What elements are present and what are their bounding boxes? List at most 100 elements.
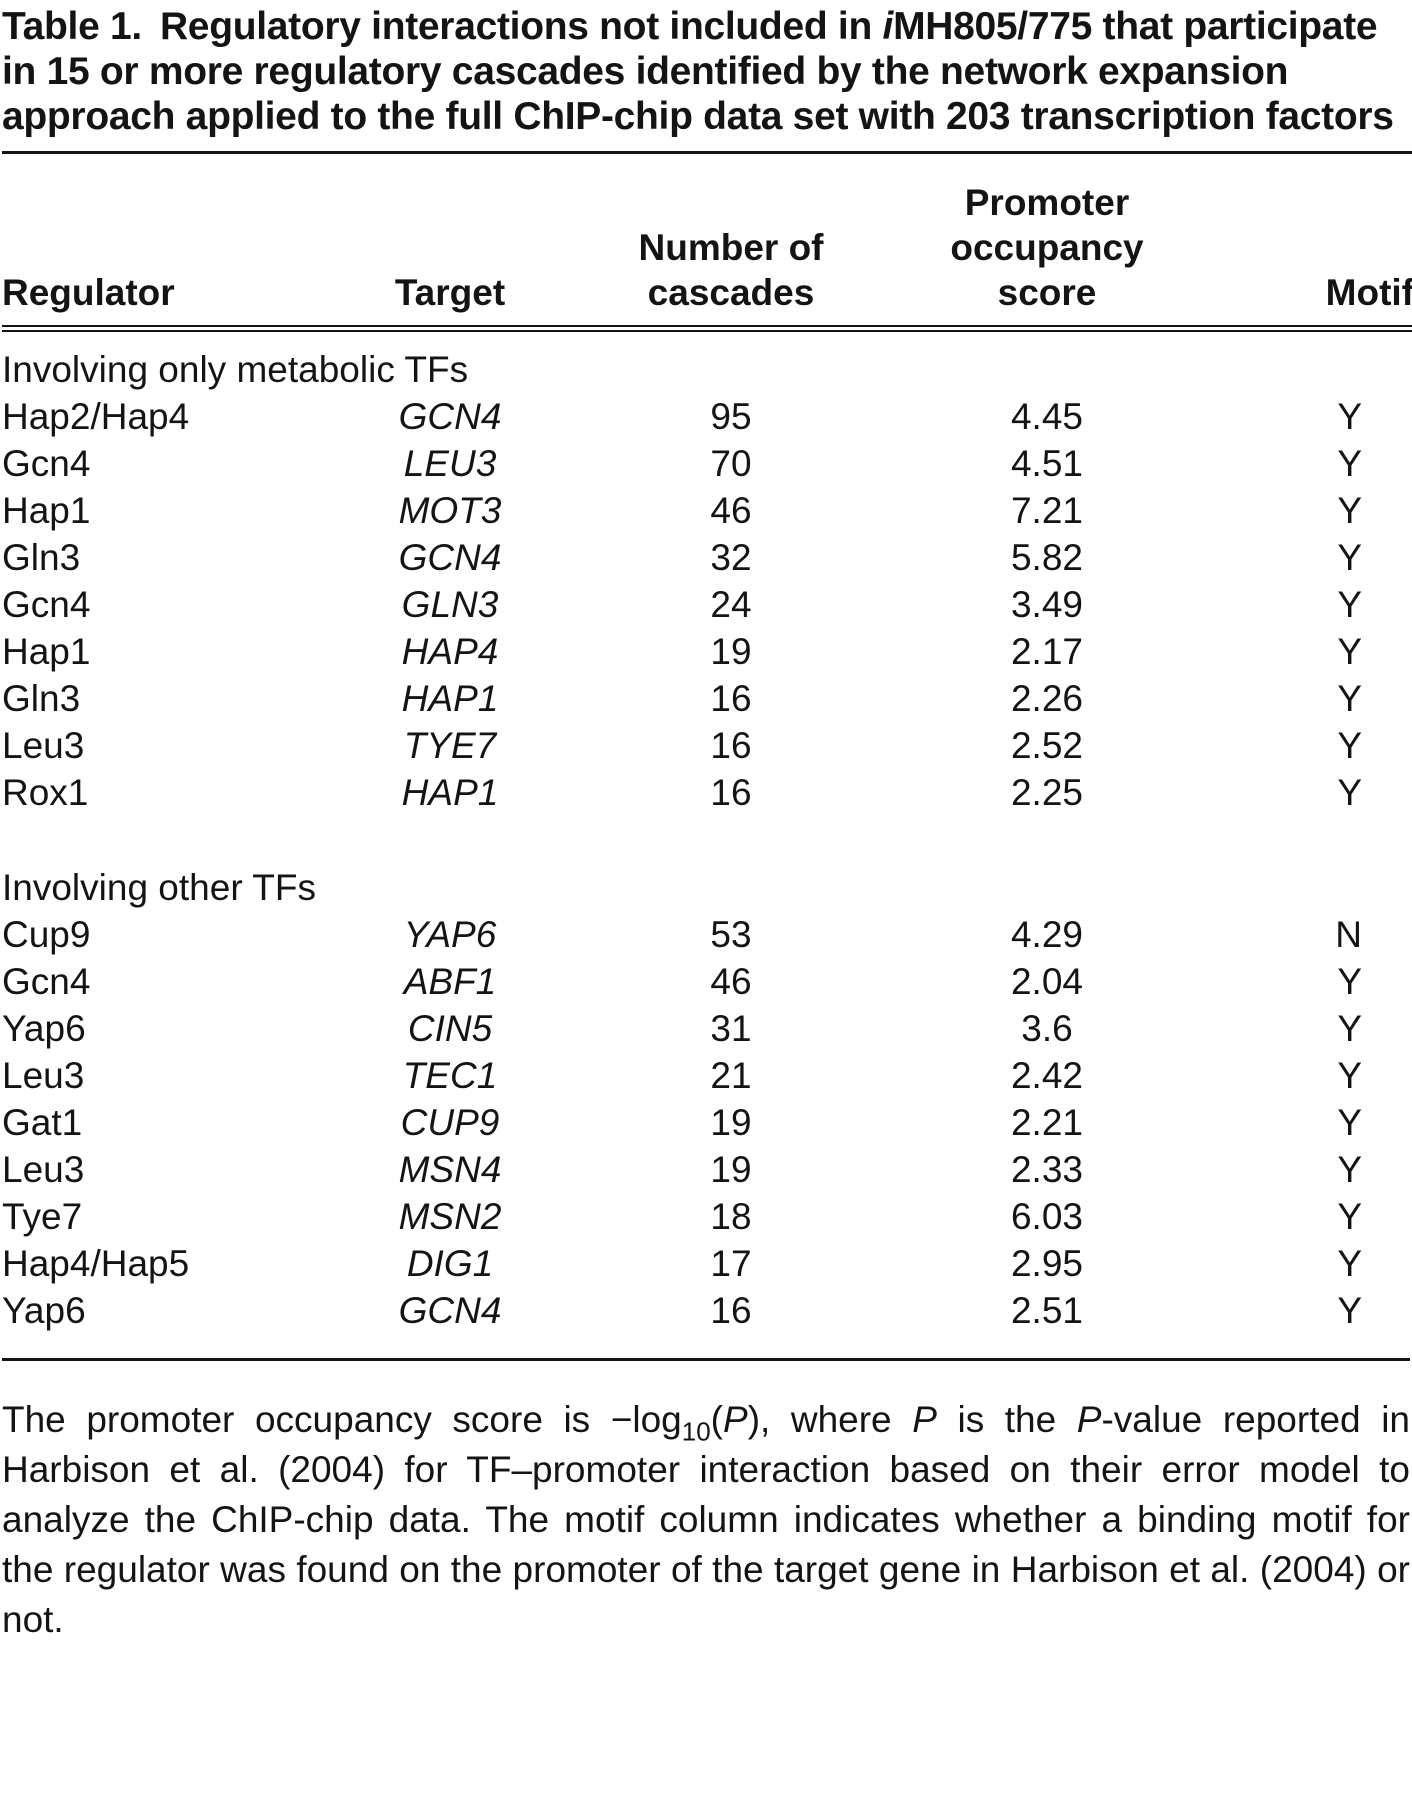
cell-score: 2.25 [1010,772,1083,813]
cell-regulator: Hap4/Hap5 [2,1243,190,1284]
table-body: Involving only metabolic TFs Hap2/Hap4 GCN… [2,329,1412,1335]
cell-regulator: Gcn4 [2,443,91,484]
cell-motif: Y [1337,1102,1362,1143]
section-header-row: Involving only metabolic TFs [2,329,1412,394]
cell-motif: Y [1337,678,1362,719]
cell-cascades: 46 [710,490,752,531]
table-row: Hap4/Hap5 DIG1 17 2.95 Y [2,1240,1412,1287]
column-header-target: Target [300,151,600,332]
data-table: Regulator Target Number of cascades Prom… [2,151,1412,1334]
title-text-before-italic: Regulatory interactions not included in [159,5,883,48]
table-row: Gcn4 ABF1 46 2.04 Y [2,958,1412,1005]
cell-cascades: 16 [710,725,752,766]
footnote-segment: is the [936,1399,1077,1440]
cell-cascades: 46 [710,961,752,1002]
cell-regulator: Hap1 [2,490,91,531]
table-row: Yap6 GCN4 16 2.51 Y [2,1287,1412,1334]
cell-regulator: Gcn4 [2,961,91,1002]
table-row: Gcn4 GLN3 24 3.49 Y [2,581,1412,628]
title-italic-i: i [882,5,894,48]
cell-cascades: 31 [710,1008,752,1049]
cell-score: 6.03 [1010,1196,1083,1237]
cell-target: HAP1 [401,772,499,813]
cell-cascades: 19 [710,631,752,672]
cell-cascades: 18 [710,1196,752,1237]
cell-cascades: 17 [710,1243,752,1284]
table-row: Yap6 CIN5 31 3.6 Y [2,1005,1412,1052]
section-header-label: Involving other TFs [2,867,316,908]
cell-score: 2.21 [1010,1102,1083,1143]
cell-score: 2.42 [1010,1055,1083,1096]
footnote-segment: ), where [747,1399,913,1440]
table-row: Hap1 MOT3 46 7.21 Y [2,487,1412,534]
cell-score: 7.21 [1010,490,1083,531]
footnote-segment: P [912,1399,937,1440]
footnote-segment: The promoter occupancy score is −log [2,1399,682,1440]
cell-motif: Y [1337,1008,1362,1049]
cell-regulator: Leu3 [2,725,85,766]
cell-motif: Y [1337,490,1362,531]
paper-table-figure: Table 1. Regulatory interactions not incl… [2,4,1412,1640]
cell-cascades: 21 [710,1055,752,1096]
cell-target: HAP1 [401,678,499,719]
cell-motif: Y [1337,961,1362,1002]
cell-score: 4.29 [1010,914,1083,955]
cell-score: 2.52 [1010,725,1083,766]
table-bottom-rule [2,1358,1410,1361]
cell-regulator: Tye7 [2,1196,83,1237]
cell-motif: N [1335,914,1362,955]
footnote-segment: P [723,1399,748,1440]
cell-cascades: 32 [710,537,752,578]
footnote-segment: 10 [681,1416,711,1447]
cell-motif: Y [1337,1290,1362,1331]
cell-score: 2.51 [1010,1290,1083,1331]
cell-cascades: 19 [710,1102,752,1143]
cell-regulator: Cup9 [2,914,91,955]
table-title: Table 1. Regulatory interactions not incl… [2,4,1410,139]
cell-motif: Y [1337,631,1362,672]
cell-target: CIN5 [407,1008,493,1049]
cell-cascades: 16 [710,678,752,719]
cell-target: ABF1 [403,961,497,1002]
column-header-cascades: Number of cascades [600,151,862,332]
cell-target: YAP6 [403,914,497,955]
cell-motif: Y [1337,537,1362,578]
footnote-segment: ( [710,1399,723,1440]
footnote-segment: -value reported in Harbison et al. (2004… [2,1399,1410,1640]
cell-motif: Y [1337,443,1362,484]
cell-motif: Y [1337,396,1362,437]
cell-regulator: Gat1 [2,1102,83,1143]
cell-regulator: Hap2/Hap4 [2,396,190,437]
table-row: Gcn4 LEU3 70 4.51 Y [2,440,1412,487]
cell-target: GCN4 [398,396,502,437]
cell-cascades: 53 [710,914,752,955]
cell-score: 2.26 [1010,678,1083,719]
cell-score: 4.45 [1010,396,1083,437]
table-row: Gat1 CUP9 19 2.21 Y [2,1099,1412,1146]
section-header-label: Involving only metabolic TFs [2,349,469,390]
cell-target: GCN4 [398,537,502,578]
cell-score: 4.51 [1010,443,1083,484]
table-row: Gln3 HAP1 16 2.26 Y [2,675,1412,722]
table-row: Gln3 GCN4 32 5.82 Y [2,534,1412,581]
cell-target: TYE7 [403,725,497,766]
cell-target: LEU3 [403,443,497,484]
footnote-segment: P [1076,1399,1102,1440]
cell-motif: Y [1337,725,1362,766]
cell-regulator: Leu3 [2,1055,85,1096]
cell-score: 2.04 [1010,961,1083,1002]
cell-target: DIG1 [406,1243,494,1284]
cell-cascades: 70 [710,443,752,484]
cell-regulator: Yap6 [2,1290,86,1331]
table-number: Table 1. [2,5,142,48]
cell-score: 2.33 [1010,1149,1083,1190]
table-row: Leu3 MSN4 19 2.33 Y [2,1146,1412,1193]
table-row: Rox1 HAP1 16 2.25 Y [2,769,1412,816]
cell-target: TEC1 [402,1055,498,1096]
column-header-motif: Motif [1232,151,1412,332]
table-row: Tye7 MSN2 18 6.03 Y [2,1193,1412,1240]
cell-motif: Y [1337,1149,1362,1190]
cell-target: GLN3 [401,584,499,625]
cell-regulator: Gln3 [2,678,81,719]
cell-cascades: 19 [710,1149,752,1190]
